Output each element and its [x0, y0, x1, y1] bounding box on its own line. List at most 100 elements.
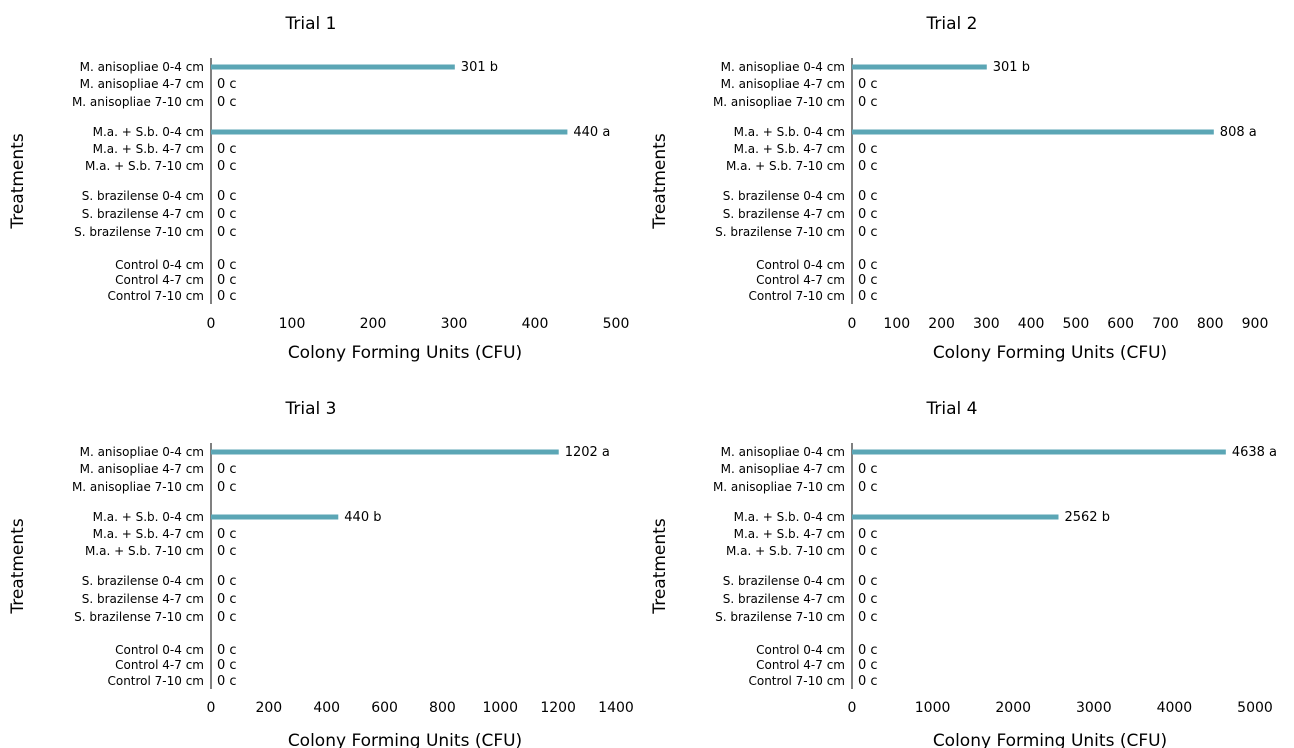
x-axis-title: Colony Forming Units (CFU) — [933, 343, 1167, 363]
data-label: 301 b — [461, 60, 498, 75]
data-label: 0 c — [217, 142, 237, 157]
category-label: M. anisopliae 7-10 cm — [72, 480, 204, 494]
chart-title: Trial 2 — [926, 14, 978, 34]
x-tick-label: 800 — [1197, 316, 1224, 332]
category-label: S. brazilense 4-7 cm — [82, 207, 204, 221]
data-label: 0 c — [217, 462, 237, 477]
data-label: 0 c — [217, 289, 237, 304]
category-label: S. brazilense 4-7 cm — [723, 207, 845, 221]
x-tick-label: 800 — [429, 700, 456, 716]
x-axis-title: Colony Forming Units (CFU) — [288, 343, 522, 363]
category-label: S. brazilense 4-7 cm — [82, 592, 204, 606]
x-axis-title: Colony Forming Units (CFU) — [933, 731, 1167, 748]
chart-title: Trial 1 — [285, 14, 337, 34]
data-label: 0 c — [217, 207, 237, 222]
data-label: 0 c — [217, 574, 237, 589]
x-tick-label: 500 — [603, 316, 630, 332]
data-label: 0 c — [858, 462, 878, 477]
data-label: 0 c — [858, 159, 878, 174]
x-tick-label: 200 — [255, 700, 282, 716]
bar — [211, 449, 559, 455]
category-label: M.a. + S.b. 4-7 cm — [93, 527, 204, 541]
category-label: Control 7-10 cm — [107, 674, 204, 688]
category-label: S. brazilense 7-10 cm — [74, 610, 204, 624]
y-axis-title: Treatments — [8, 133, 28, 230]
data-label: 0 c — [858, 207, 878, 222]
data-label: 0 c — [217, 95, 237, 110]
category-label: M.a. + S.b. 0-4 cm — [734, 125, 845, 139]
data-label: 1202 a — [565, 445, 610, 460]
y-axis-title: Treatments — [8, 518, 28, 615]
category-label: M.a. + S.b. 7-10 cm — [726, 159, 845, 173]
x-axis-title: Colony Forming Units (CFU) — [288, 731, 522, 748]
category-label: M. anisopliae 0-4 cm — [80, 60, 204, 74]
data-label: 0 c — [217, 592, 237, 607]
category-label: Control 4-7 cm — [115, 273, 204, 287]
data-label: 0 c — [217, 658, 237, 673]
x-tick-label: 700 — [1152, 316, 1179, 332]
data-label: 0 c — [858, 258, 878, 273]
category-label: S. brazilense 7-10 cm — [715, 610, 845, 624]
category-label: S. brazilense 0-4 cm — [82, 574, 204, 588]
category-label: Control 4-7 cm — [115, 658, 204, 672]
category-label: M. anisopliae 7-10 cm — [713, 95, 845, 109]
data-label: 0 c — [858, 643, 878, 658]
data-label: 0 c — [858, 225, 878, 240]
category-label: S. brazilense 0-4 cm — [82, 189, 204, 203]
data-label: 0 c — [858, 574, 878, 589]
data-label: 0 c — [217, 643, 237, 658]
data-label: 0 c — [858, 289, 878, 304]
bar — [852, 64, 987, 70]
category-label: M.a. + S.b. 4-7 cm — [93, 142, 204, 156]
category-label: Control 4-7 cm — [756, 658, 845, 672]
x-tick-label: 5000 — [1237, 700, 1273, 716]
data-label: 0 c — [217, 77, 237, 92]
category-label: M.a. + S.b. 7-10 cm — [726, 544, 845, 558]
chart-title: Trial 4 — [926, 399, 978, 419]
category-label: S. brazilense 7-10 cm — [74, 225, 204, 239]
x-tick-label: 0 — [207, 316, 216, 332]
data-label: 0 c — [217, 527, 237, 542]
data-label: 0 c — [217, 273, 237, 288]
data-label: 0 c — [217, 480, 237, 495]
category-label: S. brazilense 0-4 cm — [723, 189, 845, 203]
chart-title: Trial 3 — [285, 399, 337, 419]
data-label: 0 c — [858, 527, 878, 542]
x-tick-label: 400 — [1018, 316, 1045, 332]
category-label: Control 0-4 cm — [756, 258, 845, 272]
chart-trial-3: Trial 3 M. anisopliae 0-4 cm 1202 a M. anis… — [8, 399, 634, 748]
data-label: 0 c — [217, 159, 237, 174]
bar — [211, 64, 455, 70]
data-label: 0 c — [217, 189, 237, 204]
category-label: M.a. + S.b. 4-7 cm — [734, 527, 845, 541]
data-label: 440 a — [573, 125, 610, 140]
x-tick-label: 600 — [371, 700, 398, 716]
data-label: 0 c — [858, 674, 878, 689]
category-label: Control 0-4 cm — [756, 643, 845, 657]
x-tick-label: 400 — [522, 316, 549, 332]
category-label: M.a. + S.b. 0-4 cm — [93, 510, 204, 524]
category-label: S. brazilense 4-7 cm — [723, 592, 845, 606]
x-tick-label: 300 — [973, 316, 1000, 332]
data-label: 0 c — [217, 225, 237, 240]
x-tick-label: 100 — [883, 316, 910, 332]
x-tick-label: 0 — [848, 700, 857, 716]
category-label: M.a. + S.b. 7-10 cm — [85, 544, 204, 558]
category-label: M. anisopliae 7-10 cm — [713, 480, 845, 494]
category-label: M.a. + S.b. 4-7 cm — [734, 142, 845, 156]
data-label: 808 a — [1220, 125, 1257, 140]
data-label: 0 c — [858, 142, 878, 157]
category-label: M.a. + S.b. 0-4 cm — [93, 125, 204, 139]
x-tick-label: 1000 — [482, 700, 518, 716]
category-label: M. anisopliae 0-4 cm — [80, 445, 204, 459]
x-tick-label: 4000 — [1157, 700, 1193, 716]
bar — [852, 129, 1214, 135]
x-tick-label: 600 — [1107, 316, 1134, 332]
category-label: Control 0-4 cm — [115, 258, 204, 272]
data-label: 0 c — [217, 674, 237, 689]
x-tick-label: 3000 — [1076, 700, 1112, 716]
data-label: 0 c — [858, 95, 878, 110]
x-tick-label: 200 — [360, 316, 387, 332]
data-label: 0 c — [217, 258, 237, 273]
